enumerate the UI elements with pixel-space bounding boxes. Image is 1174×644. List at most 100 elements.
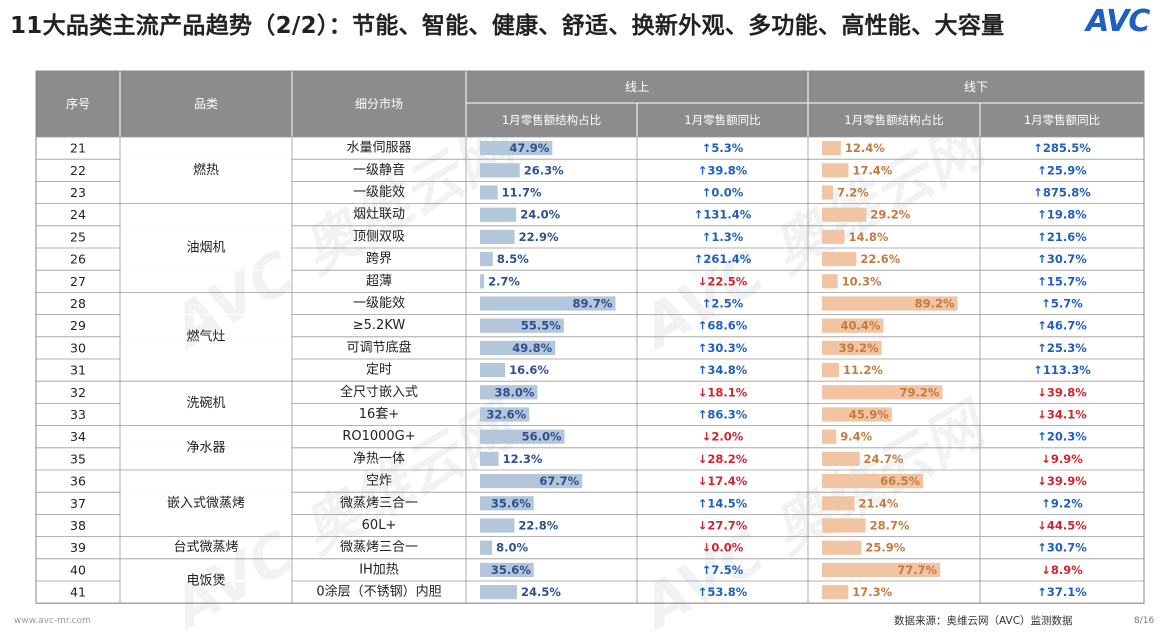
offline-yoy-label: ↑15.7% xyxy=(1037,274,1087,288)
online-share-bar xyxy=(480,185,498,200)
offline-share-label: 25.9% xyxy=(865,541,905,555)
segment-label: 一级能效 xyxy=(353,296,405,311)
segment-label: 微蒸烤三合一 xyxy=(340,496,418,511)
offline-share-label: 66.5% xyxy=(880,474,920,488)
row-index: 36 xyxy=(70,474,86,489)
offline-yoy-label: ↑46.7% xyxy=(1037,319,1087,333)
offline-share-label: 21.4% xyxy=(859,496,899,510)
online-share-label: 89.7% xyxy=(573,297,613,311)
offline-yoy-label: ↑21.6% xyxy=(1037,230,1087,244)
offline-yoy-label: ↑113.3% xyxy=(1033,363,1091,377)
row-index: 40 xyxy=(70,562,86,577)
online-yoy-label: ↓18.1% xyxy=(698,385,748,399)
offline-yoy-label: ↑25.9% xyxy=(1037,163,1087,177)
row-index: 41 xyxy=(70,585,86,600)
online-yoy-label: ↑2.5% xyxy=(702,297,744,311)
offline-yoy-label: ↑285.5% xyxy=(1033,141,1091,155)
row-index: 38 xyxy=(70,518,86,533)
offline-share-bar xyxy=(822,474,924,489)
offline-share-bar xyxy=(822,252,857,267)
online-share-label: 32.6% xyxy=(486,408,526,422)
category-label-1: 油烟机 xyxy=(186,241,225,256)
offline-share-bar xyxy=(822,451,860,466)
header-online-share: 1月零售额结构占比 xyxy=(502,113,601,127)
offline-share-label: 14.8% xyxy=(848,230,888,244)
offline-yoy-label: ↑30.7% xyxy=(1037,541,1087,555)
segment-label: 16套+ xyxy=(359,406,399,422)
category-label-2: 燃气灶 xyxy=(186,328,225,344)
online-share-label: 2.7% xyxy=(488,274,520,288)
online-share-bar xyxy=(480,385,538,400)
category-label-6: 台式微蒸烤 xyxy=(173,540,238,555)
online-yoy-label: ↑30.3% xyxy=(698,341,748,355)
segment-label: 水量伺服器 xyxy=(346,141,411,156)
offline-share-bar xyxy=(822,274,838,289)
online-share-bar xyxy=(480,407,530,422)
online-share-bar xyxy=(480,518,515,533)
page-title: 11大品类主流产品趋势（2/2）：节能、智能、健康、舒适、换新外观、多功能、高性… xyxy=(10,13,1005,39)
online-share-bar xyxy=(480,252,493,267)
online-share-bar xyxy=(480,207,517,222)
offline-share-label: 89.2% xyxy=(915,297,955,311)
category-label-3: 洗碗机 xyxy=(186,395,225,411)
online-share-label: 11.7% xyxy=(502,186,542,200)
online-share-label: 56.0% xyxy=(522,430,562,444)
category-label-4: 净水器 xyxy=(186,440,225,455)
online-share-bar xyxy=(480,363,506,378)
offline-yoy-label: ↑5.7% xyxy=(1041,297,1083,311)
online-yoy-label: ↑14.5% xyxy=(698,496,748,510)
row-index: 35 xyxy=(70,451,86,466)
header-online: 线上 xyxy=(625,80,649,94)
online-share-bar xyxy=(480,274,485,289)
offline-share-label: 17.4% xyxy=(852,163,892,177)
offline-share-bar xyxy=(822,407,892,422)
offline-share-bar xyxy=(822,163,849,178)
online-share-bar xyxy=(480,141,553,156)
table-header-bg xyxy=(36,71,1144,137)
offline-share-bar xyxy=(822,185,833,200)
header-offline: 线下 xyxy=(964,80,988,94)
online-share-label: 49.8% xyxy=(512,341,552,355)
row-index: 29 xyxy=(70,318,86,333)
row-index: 34 xyxy=(70,429,86,444)
offline-share-bar xyxy=(822,585,849,600)
online-share-label: 35.6% xyxy=(491,563,531,577)
online-share-label: 22.8% xyxy=(518,519,558,533)
online-yoy-label: ↑131.4% xyxy=(694,208,752,222)
offline-share-bar xyxy=(822,340,882,355)
row-index: 27 xyxy=(70,274,86,289)
online-yoy-label: ↓2.0% xyxy=(702,430,744,444)
row-index: 22 xyxy=(70,163,86,178)
avc-logo: AVC xyxy=(1086,6,1166,38)
offline-share-bar xyxy=(822,141,841,156)
offline-share-label: 28.7% xyxy=(870,519,910,533)
online-share-label: 55.5% xyxy=(521,319,561,333)
online-yoy-label: ↓22.5% xyxy=(698,274,748,288)
offline-share-label: 9.4% xyxy=(840,430,872,444)
offline-share-bar xyxy=(822,496,855,511)
online-share-label: 38.0% xyxy=(494,385,534,399)
offline-share-label: 17.3% xyxy=(852,585,892,599)
footer-website: www.avc-mr.com xyxy=(14,616,91,626)
offline-share-label: 45.9% xyxy=(849,408,889,422)
header-offline-share: 1月零售额结构占比 xyxy=(844,113,943,127)
header-category: 品类 xyxy=(194,97,218,111)
online-share-label: 24.5% xyxy=(521,585,561,599)
online-share-bar xyxy=(480,318,564,333)
online-share-label: 22.9% xyxy=(519,230,559,244)
online-yoy-label: ↑5.3% xyxy=(702,141,744,155)
offline-share-bar xyxy=(822,318,884,333)
header-index: 序号 xyxy=(66,96,90,111)
offline-yoy-label: ↑25.3% xyxy=(1037,341,1087,355)
row-index: 31 xyxy=(70,363,86,378)
row-index: 26 xyxy=(70,252,86,267)
offline-share-label: 24.7% xyxy=(864,452,904,466)
online-share-bar xyxy=(480,540,493,555)
row-index: 21 xyxy=(70,141,86,156)
segment-label: 跨界 xyxy=(366,252,392,267)
offline-share-label: 10.3% xyxy=(842,274,882,288)
row-index: 37 xyxy=(70,496,86,511)
offline-yoy-label: ↓39.8% xyxy=(1037,385,1087,399)
offline-share-bar xyxy=(822,229,845,244)
offline-yoy-label: ↓44.5% xyxy=(1037,519,1087,533)
